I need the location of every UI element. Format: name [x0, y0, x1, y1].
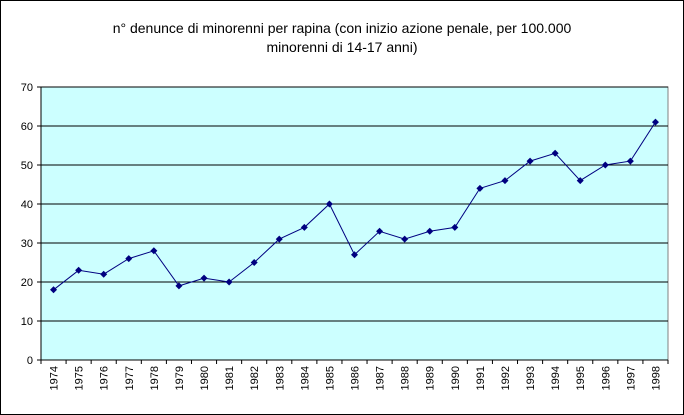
x-tick-label-1992: 1992	[500, 366, 512, 390]
data-point-1977	[125, 255, 133, 263]
x-tick-label-1994: 1994	[550, 366, 562, 390]
y-tick-label-70: 70	[21, 82, 33, 94]
data-point-1978	[150, 247, 158, 255]
data-point-1987	[376, 227, 384, 235]
data-point-1989	[426, 227, 434, 235]
y-tick-label-10: 10	[21, 316, 33, 328]
x-tick-label-1975: 1975	[74, 366, 86, 390]
data-point-1988	[401, 235, 409, 243]
x-tick-label-1980: 1980	[199, 366, 211, 390]
x-tick-label-1987: 1987	[375, 366, 387, 390]
x-tick-label-1988: 1988	[400, 366, 412, 390]
x-tick-label-1983: 1983	[274, 366, 286, 390]
x-tick-label-1991: 1991	[475, 366, 487, 390]
data-point-1997	[626, 157, 634, 165]
x-tick-label-1998: 1998	[650, 366, 662, 390]
data-point-1979	[175, 282, 183, 290]
data-point-1980	[200, 274, 208, 282]
data-point-1994	[551, 149, 559, 157]
x-tick-label-1976: 1976	[99, 366, 111, 390]
data-point-1974	[50, 286, 58, 294]
data-point-1998	[651, 118, 659, 126]
data-point-1985	[325, 200, 333, 208]
data-point-1996	[601, 161, 609, 169]
x-tick-label-1982: 1982	[249, 366, 261, 390]
x-tick-label-1984: 1984	[299, 366, 311, 390]
data-point-1986	[351, 251, 358, 259]
y-tick-label-60: 60	[21, 121, 33, 133]
data-point-1992	[501, 177, 509, 185]
data-point-1982	[250, 259, 258, 266]
x-tick-label-1979: 1979	[174, 366, 186, 390]
x-tick-label-1977: 1977	[124, 366, 136, 390]
data-point-1990	[451, 223, 459, 231]
data-point-1993	[526, 157, 534, 165]
y-tick-label-30: 30	[21, 238, 33, 250]
plot-layer: 0 10 20 30 40 50 60 70 1974 1975 1976 1977 1978 1979 1…	[21, 82, 669, 390]
data-point-1995	[576, 177, 584, 185]
y-tick-label-0: 0	[27, 355, 33, 367]
x-tick-label-1996: 1996	[600, 366, 612, 390]
y-tick-label-40: 40	[21, 199, 33, 211]
x-tick-label-1985: 1985	[324, 366, 336, 390]
x-tick-label-1993: 1993	[525, 366, 537, 390]
data-point-1984	[300, 223, 308, 231]
x-tick-label-1997: 1997	[625, 366, 637, 390]
data-point-1991	[476, 184, 484, 192]
x-tick-label-1978: 1978	[149, 366, 161, 390]
x-tick-label-1990: 1990	[450, 366, 462, 390]
y-tick-label-50: 50	[21, 160, 33, 172]
x-tick-label-1981: 1981	[224, 366, 236, 390]
data-point-1975	[75, 266, 83, 274]
x-tick-label-1995: 1995	[575, 366, 587, 390]
data-point-1981	[225, 278, 233, 286]
data-point-1976	[100, 270, 108, 278]
x-tick-label-1989: 1989	[425, 366, 437, 390]
y-tick-label-20: 20	[21, 277, 33, 289]
chart-title-line-2: minorenni di 14-17 anni)	[267, 39, 418, 55]
x-tick-label-1986: 1986	[350, 366, 362, 390]
plot-area	[40, 86, 669, 361]
chart-title-line-1: n° denunce di minorenni per rapina (con …	[113, 20, 572, 36]
x-tick-label-1974: 1974	[49, 366, 61, 390]
data-point-1983	[275, 235, 283, 243]
